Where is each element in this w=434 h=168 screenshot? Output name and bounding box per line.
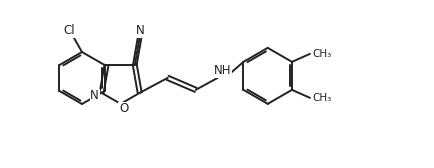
Text: CH₃: CH₃ bbox=[312, 93, 332, 103]
Text: O: O bbox=[119, 102, 128, 115]
Text: CH₃: CH₃ bbox=[312, 49, 332, 59]
Text: N: N bbox=[136, 24, 145, 37]
Text: Cl: Cl bbox=[63, 25, 75, 37]
Text: NH: NH bbox=[214, 64, 231, 77]
Text: N: N bbox=[90, 89, 99, 102]
